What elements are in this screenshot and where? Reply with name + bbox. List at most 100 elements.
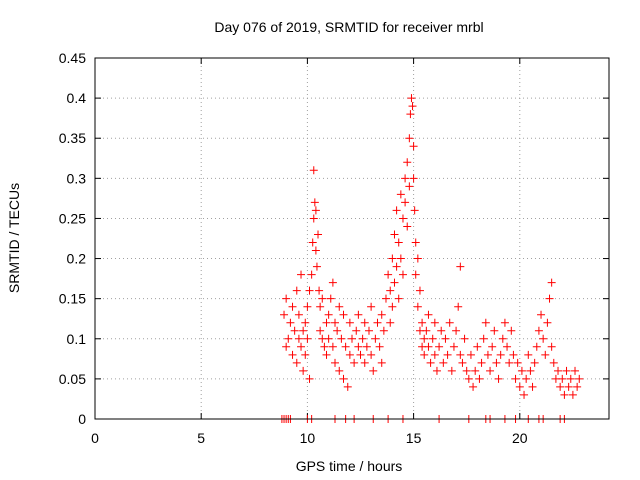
data-point xyxy=(509,350,518,359)
data-point xyxy=(301,350,310,359)
data-point xyxy=(401,174,410,183)
data-point xyxy=(388,254,397,263)
data-point xyxy=(286,318,295,327)
data-point xyxy=(326,294,335,303)
data-point xyxy=(452,326,461,335)
data-point xyxy=(403,222,412,231)
data-point xyxy=(511,374,520,383)
data-point xyxy=(515,382,524,391)
data-point xyxy=(492,358,501,367)
data-point xyxy=(307,270,316,279)
data-point xyxy=(339,310,348,319)
data-point xyxy=(367,350,376,359)
data-point xyxy=(343,382,352,391)
data-point xyxy=(356,350,365,359)
data-point xyxy=(558,374,567,383)
data-point xyxy=(386,286,395,295)
data-point xyxy=(345,318,354,327)
data-point xyxy=(456,350,465,359)
data-point xyxy=(316,326,325,335)
x-tick-label: 20 xyxy=(512,430,528,446)
data-point xyxy=(473,342,482,351)
data-point xyxy=(422,326,431,335)
data-point xyxy=(290,326,299,335)
data-point xyxy=(309,214,318,223)
y-tick-label: 0 xyxy=(78,411,86,427)
data-point xyxy=(513,358,522,367)
y-tick-label: 0.05 xyxy=(59,371,86,387)
data-point xyxy=(428,334,437,343)
data-point xyxy=(390,230,399,239)
data-point xyxy=(545,294,554,303)
data-point xyxy=(324,334,333,343)
data-point xyxy=(315,286,324,295)
data-point xyxy=(328,342,337,351)
data-point xyxy=(554,366,563,375)
data-point xyxy=(311,246,320,255)
data-point xyxy=(477,358,486,367)
data-point xyxy=(524,350,533,359)
data-point xyxy=(348,334,356,343)
y-tick-label: 0.3 xyxy=(67,170,87,186)
data-point xyxy=(299,326,308,335)
data-point xyxy=(439,358,448,367)
data-point xyxy=(454,302,463,311)
data-point xyxy=(409,174,418,183)
data-point xyxy=(384,270,393,279)
data-point xyxy=(494,374,503,383)
data-point xyxy=(466,350,475,359)
data-point xyxy=(420,334,429,343)
data-point xyxy=(352,326,361,335)
data-point xyxy=(308,238,317,247)
data-point xyxy=(481,318,490,327)
data-point xyxy=(537,310,546,319)
data-point xyxy=(386,318,395,327)
data-point xyxy=(520,390,529,399)
data-point xyxy=(396,190,405,199)
data-point xyxy=(288,350,297,359)
data-point xyxy=(292,286,301,295)
y-tick-label: 0.45 xyxy=(59,50,86,66)
data-point xyxy=(483,350,492,359)
data-point xyxy=(496,350,505,359)
data-point xyxy=(294,310,303,319)
data-point xyxy=(449,342,458,351)
data-point xyxy=(354,310,363,319)
data-point xyxy=(432,366,441,375)
data-point xyxy=(388,302,397,311)
data-point xyxy=(507,326,516,335)
data-point xyxy=(405,134,414,143)
data-point xyxy=(409,142,418,151)
data-point xyxy=(324,310,333,319)
data-point xyxy=(469,382,478,391)
x-tick-label: 10 xyxy=(300,430,316,446)
data-point xyxy=(312,262,321,271)
data-point xyxy=(362,342,371,351)
data-point xyxy=(547,278,556,287)
data-point xyxy=(331,358,340,367)
data-point xyxy=(310,198,319,207)
data-point xyxy=(556,382,565,391)
data-point xyxy=(360,318,369,327)
data-point xyxy=(358,334,367,343)
data-point xyxy=(539,334,548,343)
axis-ticks: 0 5 10 15 20 0 0.05 0.1 0.15 0.2 0.25 0.3 0.35 0.4 0.4… xyxy=(59,50,609,446)
data-point xyxy=(530,358,539,367)
data-point xyxy=(364,326,373,335)
data-point xyxy=(547,342,556,351)
data-point xyxy=(297,270,306,279)
data-point xyxy=(564,382,573,391)
data-point xyxy=(407,94,416,103)
data-point xyxy=(445,318,454,327)
data-point xyxy=(282,342,291,351)
data-point xyxy=(375,342,384,351)
data-point xyxy=(341,342,350,351)
data-point xyxy=(318,294,327,303)
data-point xyxy=(415,286,424,295)
data-point xyxy=(460,334,469,343)
y-tick-label: 0.15 xyxy=(59,291,86,307)
data-point xyxy=(335,302,344,311)
data-point xyxy=(309,166,318,175)
data-point xyxy=(328,278,337,287)
